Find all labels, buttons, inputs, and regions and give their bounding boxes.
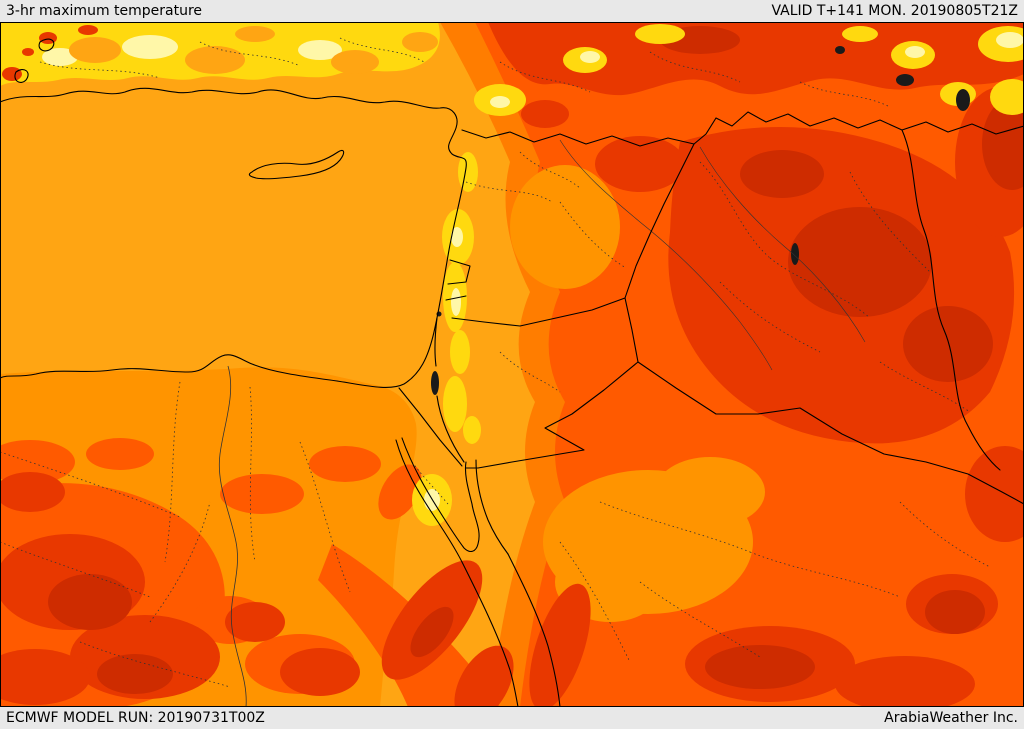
sinai-coastline: [401, 437, 480, 553]
iran-iraq-border: [901, 129, 1001, 471]
pale-yellow-spots: [42, 32, 1024, 511]
title-bar: 3-hr maximum temperature VALID T+141 MON…: [0, 0, 1024, 22]
temperature-field: [0, 22, 1024, 707]
attribution-label: ArabiaWeather Inc.: [884, 710, 1018, 726]
valid-time-label: VALID T+141 MON. 20190805T21Z: [771, 3, 1018, 19]
rivers: [218, 139, 866, 707]
coast-and-borders: [0, 38, 1024, 707]
turkey-syria-iraq-border: [461, 111, 1024, 147]
map-title: 3-hr maximum temperature: [6, 3, 203, 19]
aqaba-east-shore: [475, 459, 509, 555]
tigris-river: [699, 146, 866, 343]
orange-spots-in-band: [69, 26, 438, 74]
euphrates-river: [559, 139, 773, 371]
darkred-cores: [48, 26, 1024, 694]
egypt-israel-border: [398, 387, 463, 467]
iraq-saudi-border: [637, 361, 1024, 505]
red-sea-east-shore: [507, 553, 561, 707]
jordan-valley-border: [434, 317, 465, 463]
mediterranean-coastline: [0, 87, 467, 388]
model-run-label: ECMWF MODEL RUN: 20190731T00Z: [6, 710, 265, 726]
map-canvas: [0, 22, 1024, 707]
admin-boundaries: [0, 37, 991, 688]
jordan-saudi-border: [465, 297, 639, 469]
footer-bar: ECMWF MODEL RUN: 20190731T00Z ArabiaWeat…: [0, 707, 1024, 729]
lebanon-borders: [445, 259, 471, 301]
syria-iraq-border: [624, 143, 695, 299]
nile-river: [218, 365, 247, 707]
temperature-map: [0, 22, 1024, 707]
island-outlines: [14, 38, 55, 83]
red-sea-west-shore: [395, 439, 519, 707]
cyprus-coastline: [248, 149, 345, 180]
syria-jordan-border: [451, 297, 626, 327]
